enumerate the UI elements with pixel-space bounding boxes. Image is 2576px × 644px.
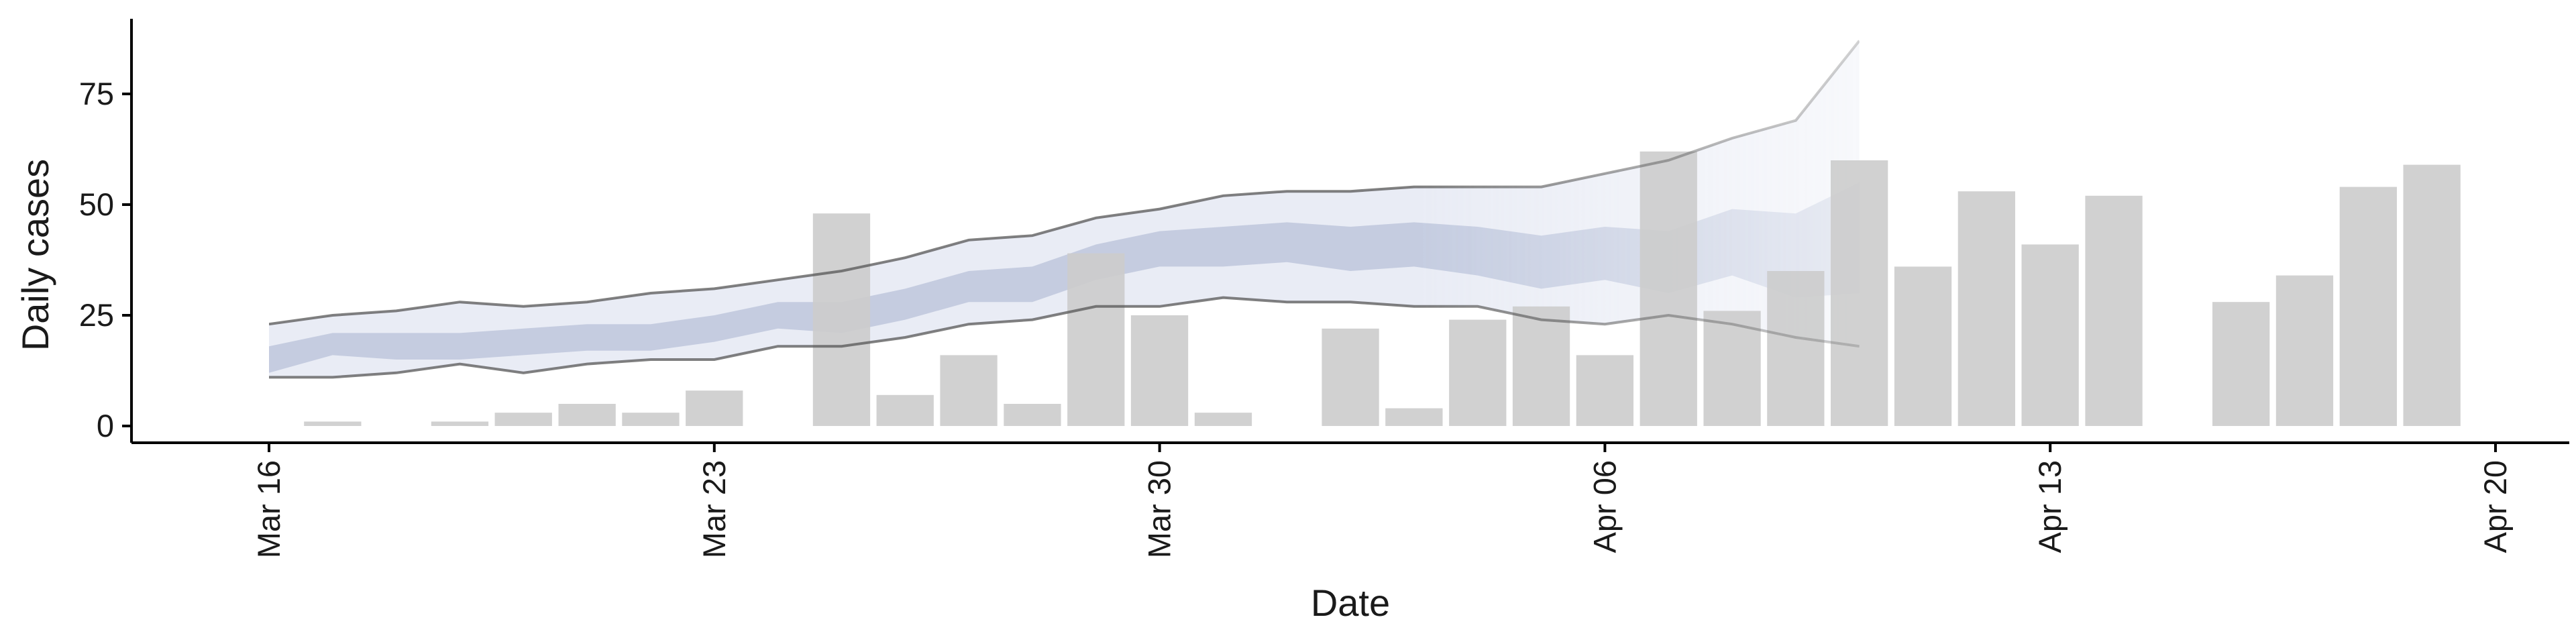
- y-axis-title: Daily cases: [14, 159, 56, 351]
- bar-2020-04-02: [1322, 328, 1379, 426]
- bar-2020-03-20: [494, 413, 552, 426]
- bar-2020-03-26: [876, 394, 934, 426]
- bar-2020-04-07: [1640, 151, 1697, 427]
- y-tick-label-50: 50: [79, 186, 114, 222]
- plot-panel: [268, 40, 2461, 427]
- x-tick-label-2020-03-23: Mar 23: [696, 460, 732, 558]
- bar-2020-03-31: [1194, 413, 1252, 426]
- bar-2020-03-21: [558, 404, 616, 426]
- bar-2020-04-06: [1576, 355, 1633, 426]
- y-tick-label-75: 75: [79, 76, 114, 111]
- bar-2020-03-25: [812, 213, 871, 426]
- bar-2020-03-19: [431, 421, 489, 426]
- bar-2020-04-12: [1957, 191, 2015, 426]
- x-tick-label-2020-04-06: Apr 06: [1587, 460, 1622, 553]
- x-axis: Mar 16 Mar 23 Mar 30 Apr 06 Apr 13 Apr 20: [131, 441, 2569, 558]
- bar-2020-04-19: [2403, 164, 2461, 426]
- bar-2020-03-29: [1067, 253, 1125, 426]
- bound-lines: [268, 40, 1861, 379]
- inner-interval-band: [269, 182, 1860, 373]
- x-tick-label-2020-03-16: Mar 16: [251, 460, 286, 558]
- bar-2020-04-09: [1767, 271, 1825, 426]
- x-tick-label-2020-04-20: Apr 20: [2477, 460, 2513, 553]
- lower-bound-line: [269, 296, 1860, 379]
- bar-series: [304, 151, 2461, 427]
- bar-2020-03-22: [622, 413, 680, 426]
- y-tick-label-25: 25: [79, 297, 114, 333]
- y-tick-label-0: 0: [97, 408, 114, 443]
- outer-interval-band: [269, 40, 1860, 378]
- bar-2020-03-23: [686, 390, 743, 426]
- upper-bound-line: [268, 40, 1861, 326]
- bar-2020-04-17: [2275, 275, 2334, 426]
- bar-2020-03-28: [1004, 404, 1061, 426]
- bar-2020-04-04: [1449, 319, 1507, 426]
- bar-2020-04-13: [2021, 244, 2079, 426]
- bar-2020-04-08: [1703, 311, 1761, 426]
- bar-2020-04-16: [2212, 302, 2270, 426]
- bar-2020-03-30: [1130, 315, 1189, 426]
- x-axis-title: Date: [1311, 582, 1390, 624]
- bar-2020-04-10: [1831, 160, 1888, 426]
- bar-2020-04-14: [2085, 195, 2143, 426]
- x-tick-label-2020-04-13: Apr 13: [2032, 460, 2068, 553]
- y-axis: 0 25 50 75: [79, 19, 133, 443]
- bar-2020-04-11: [1894, 266, 1952, 426]
- bar-2020-03-27: [940, 355, 998, 426]
- bar-2020-04-18: [2339, 186, 2397, 426]
- bar-2020-04-05: [1512, 306, 1570, 426]
- bar-2020-03-17: [304, 421, 362, 426]
- uncertainty-bands: [269, 40, 1860, 378]
- x-tick-label-2020-03-30: Mar 30: [1142, 460, 1177, 558]
- bar-2020-04-03: [1385, 408, 1443, 426]
